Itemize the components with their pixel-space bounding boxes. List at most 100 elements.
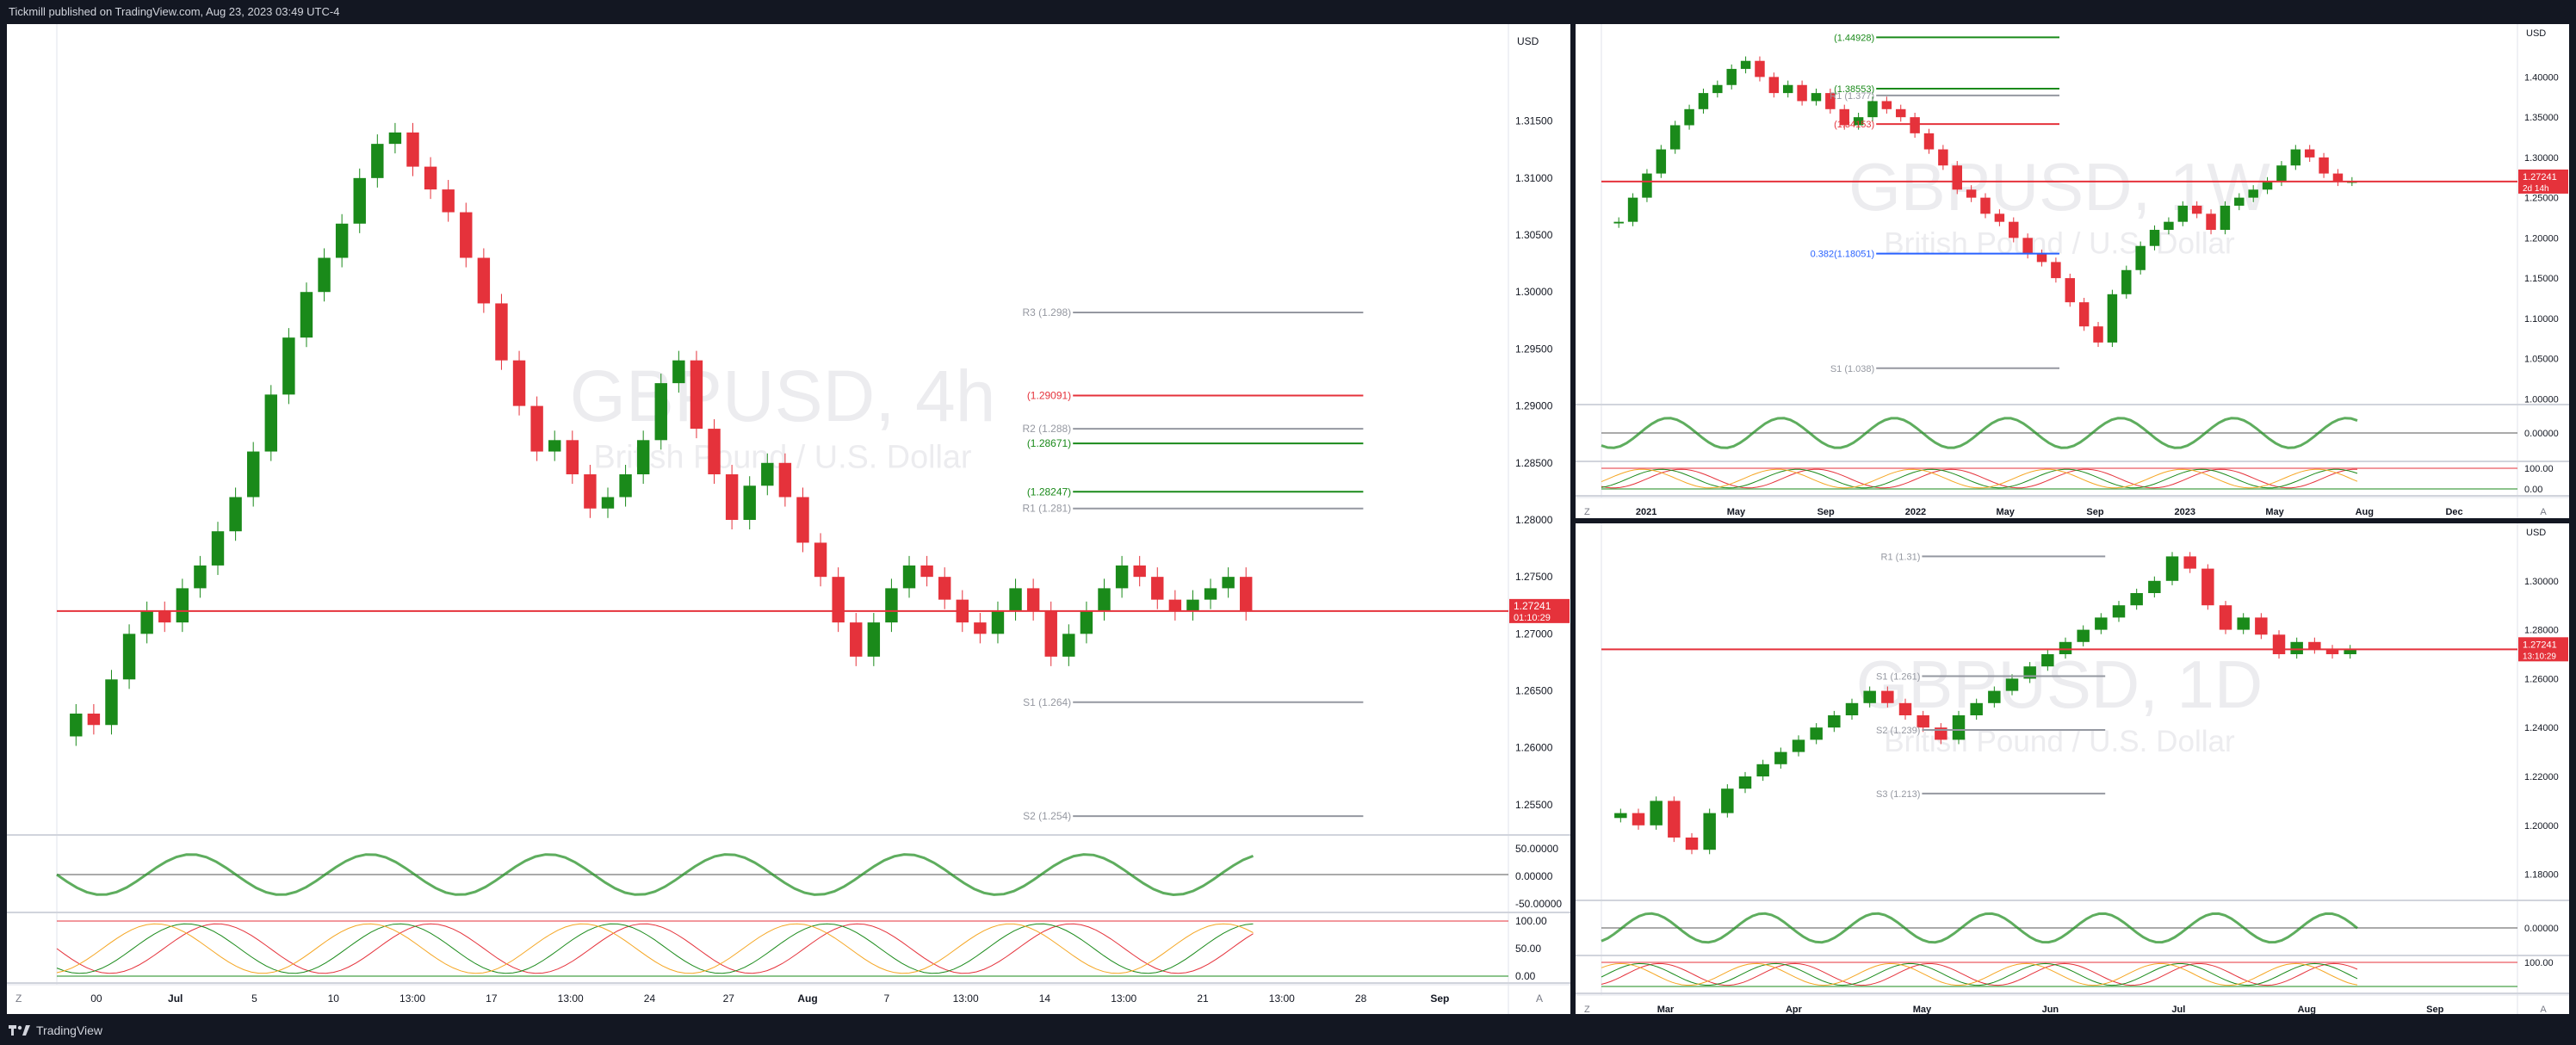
candle-body [1774, 751, 1787, 764]
price-label-box [2518, 169, 2568, 194]
y-tick-label: 1.26000 [2524, 674, 2559, 684]
candle-body [1009, 588, 1022, 611]
candle-body [2191, 205, 2202, 214]
candle-body [2130, 593, 2143, 606]
candle-body [1698, 93, 1709, 109]
x-tick-label: May [1727, 507, 1746, 517]
level-label: R3 (1.298) [1022, 306, 1071, 318]
candle-body [122, 634, 136, 680]
level-label: (1.29091) [1027, 390, 1071, 402]
candle-body [87, 714, 101, 726]
candle-body [1952, 165, 1962, 190]
candle-body [1853, 117, 1864, 126]
watermark-symbol: GBPUSD, 1D [1856, 646, 2263, 722]
candle-body [2276, 165, 2287, 182]
candle-body [2149, 230, 2160, 246]
candle-body [778, 462, 792, 498]
candle-body [2201, 568, 2214, 606]
osc1-line [1601, 417, 2358, 449]
candle-body [176, 588, 189, 623]
auto-scale-button: A [1536, 992, 1543, 1005]
candle-body [1792, 739, 1805, 752]
candle-body [566, 440, 579, 475]
candle-body [2255, 617, 2268, 635]
candle-body [1756, 764, 1769, 776]
candle-body [1845, 702, 1859, 715]
x-tick-label: Sep [2426, 1005, 2443, 1014]
level-label: (1.38553) [1834, 84, 1874, 95]
candle-body [1782, 84, 1793, 94]
timezone-button: Z [1584, 1005, 1590, 1014]
currency-label: USD [2526, 28, 2546, 39]
candle-body [902, 565, 916, 589]
candle-body [2177, 205, 2189, 222]
candle-body [353, 177, 366, 224]
y-tick-label: 1.35000 [2524, 113, 2559, 123]
candle-body [601, 497, 615, 509]
footer-bar: TradingView [0, 1016, 2576, 1045]
level-label: S2 (1.239) [1876, 726, 1920, 736]
chart-pane-1w[interactable]: GBPUSD, 1W British Pound / U.S. Dollar USD… [1576, 24, 2569, 518]
candle-body [2095, 617, 2108, 630]
y-tick-label: 1.27500 [1515, 571, 1553, 583]
x-tick-label: Sep [2086, 507, 2103, 517]
x-tick-label: 5 [251, 992, 257, 1005]
x-tick-label: 13:00 [953, 992, 979, 1005]
candle-body [246, 451, 260, 498]
candle-body [1988, 690, 2001, 703]
chart-background [1576, 24, 2569, 518]
osc2-tick-label: 0.00 [1515, 970, 1536, 982]
osc1-tick-label: 0.00000 [2524, 924, 2559, 934]
candle-body [388, 132, 402, 145]
candle-body [1240, 577, 1253, 611]
footer-brand: TradingView [36, 1023, 103, 1037]
candle-body [2237, 617, 2250, 630]
x-tick-label: 10 [328, 992, 340, 1005]
candle-body [1938, 149, 1948, 166]
candle-body [1080, 610, 1093, 634]
osc2-line [56, 923, 1254, 974]
candle-body [300, 292, 313, 338]
level-label: S3 (1.213) [1876, 789, 1920, 800]
x-tick-label: May [2265, 507, 2284, 517]
x-tick-label: Sep [1817, 507, 1835, 517]
candle-body [2051, 262, 2061, 279]
x-tick-label: 27 [723, 992, 735, 1005]
candle-body [2183, 556, 2196, 569]
candle-body [1204, 588, 1217, 600]
candle-body [974, 622, 987, 634]
candle-body [2272, 634, 2286, 654]
candle-body [1839, 108, 1849, 126]
tradingview-logo[interactable]: TradingView [9, 1016, 102, 1045]
x-tick-label: 17 [486, 992, 498, 1005]
chart-pane-1d[interactable]: GBPUSD, 1D British Pound / U.S. Dollar USD… [1576, 523, 2569, 1014]
candle-body [2325, 649, 2339, 654]
level-label: R1 (1.281) [1022, 503, 1071, 515]
candle-body [1613, 221, 1624, 224]
osc2-tick-label: 0.00 [2524, 485, 2542, 495]
candle-body [1684, 108, 1694, 126]
chart-background [7, 24, 1570, 1014]
candle-body [1970, 702, 1983, 715]
y-tick-label: 1.25500 [1515, 799, 1553, 811]
candle-body [832, 577, 845, 623]
candle-body [1062, 634, 1075, 657]
candle-body [690, 360, 703, 430]
candle-body [2077, 629, 2090, 642]
y-tick-label: 1.20000 [2524, 821, 2559, 832]
y-tick-label: 1.22000 [2524, 772, 2559, 782]
candle-body [1712, 84, 1723, 94]
chart-pane-4h[interactable]: GBPUSD, 4h British Pound / U.S. Dollar USD… [7, 24, 1570, 1014]
osc2-line [1601, 962, 2358, 986]
candle-body [495, 303, 508, 361]
x-tick-label: 13:00 [1269, 992, 1295, 1005]
candle-body [1703, 813, 1716, 850]
x-tick-label: 24 [644, 992, 656, 1005]
candle-body [1881, 101, 1892, 109]
y-tick-label: 1.26000 [1515, 742, 1553, 754]
candle-body [2022, 238, 2033, 255]
level-label: S1 (1.038) [1830, 364, 1874, 374]
